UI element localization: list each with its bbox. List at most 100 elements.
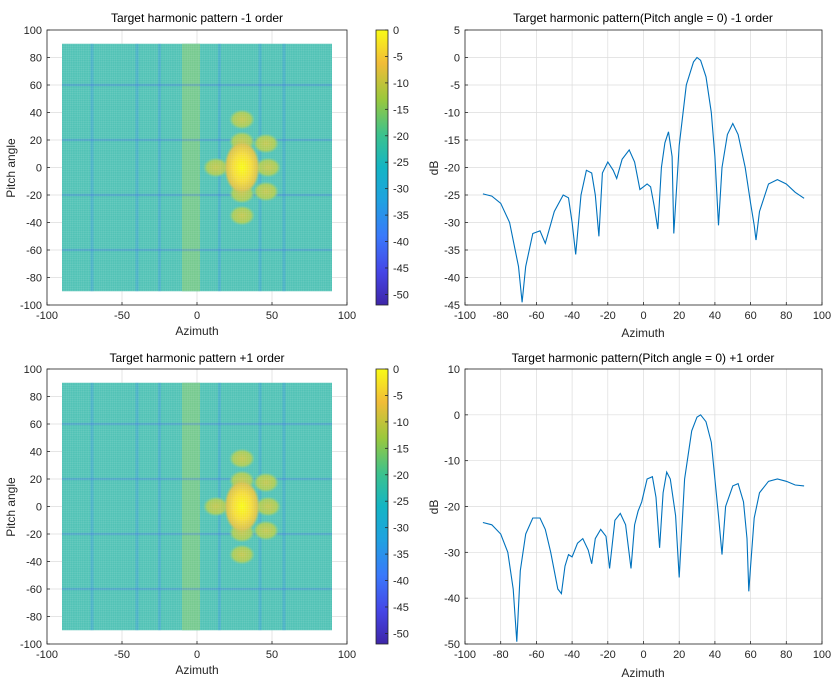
heatmap-plus1-ytick-label: 80 (30, 392, 42, 404)
line-plus1-xtick-label: 60 (744, 649, 756, 661)
line-plus1-grid (464, 368, 823, 645)
line-minus1-ytick-label: 5 (454, 25, 460, 37)
line-minus1-xtick-label: 80 (780, 310, 792, 322)
line-plus1-xlabel: Azimuth (621, 666, 664, 680)
heatmap-plus1-field (62, 382, 332, 631)
line-plus1-ytick-label: -40 (444, 593, 460, 605)
line-minus1-xtick-label: 0 (640, 310, 646, 322)
heatmap-minus1-colorbar: 0 -5 -10 -15 -20 -25 -30 -35 -40 -45 -50 (375, 25, 409, 306)
heatmap-plus1-xtick-label: -50 (114, 649, 130, 661)
heatmap-plus1-colorbar-label: -10 (393, 417, 409, 429)
heatmap-minus1-panel: Target harmonic pattern -1 order -100 -50… (4, 11, 409, 338)
heatmap-minus1-xtick-label: 0 (194, 310, 200, 322)
heatmap-plus1-title: Target harmonic pattern +1 order (109, 351, 284, 365)
line-plus1-xtick-label: 0 (640, 649, 646, 661)
heatmap-minus1-ytick-label: -60 (26, 245, 42, 257)
heatmap-plus1-ytick-label: -20 (26, 529, 42, 541)
heatmap-plus1-ytick-label: 20 (30, 474, 42, 486)
line-minus1-ytick-label: -20 (444, 163, 460, 175)
heatmap-plus1-colorbar-label: -30 (393, 523, 409, 535)
heatmap-minus1-ylabel: Pitch angle (4, 138, 18, 198)
heatmap-minus1-xtick-label: -50 (114, 310, 130, 322)
line-plus1-ytick-label: -50 (444, 639, 460, 651)
heatmap-minus1-yticks: 100 80 60 40 20 0 -20 -40 -60 -80 -100 (20, 25, 50, 312)
heatmap-plus1-xtick-label: 100 (338, 649, 356, 661)
heatmap-minus1-colorbar-label: -20 (393, 131, 409, 143)
heatmap-plus1-colorbar-label: 0 (393, 364, 399, 376)
line-plus1-xtick-label: 100 (813, 649, 831, 661)
heatmap-plus1-ytick-label: -100 (20, 639, 42, 651)
heatmap-minus1-ytick-label: -20 (26, 190, 42, 202)
heatmap-minus1-colorbar-label: -25 (393, 157, 409, 169)
heatmap-minus1-ytick-label: 60 (30, 80, 42, 92)
heatmap-plus1-ytick-label: 60 (30, 419, 42, 431)
heatmap-minus1-colorbar-label: -15 (393, 104, 409, 116)
heatmap-plus1-xtick-label: 50 (266, 649, 278, 661)
line-minus1-ytick-label: -35 (444, 245, 460, 257)
heatmap-minus1-title: Target harmonic pattern -1 order (111, 11, 283, 25)
heatmap-minus1-colorbar-label: -10 (393, 78, 409, 90)
line-plus1-xtick-label: 20 (673, 649, 685, 661)
line-minus1-xtick-label: -80 (493, 310, 509, 322)
heatmap-minus1-xtick-label: 50 (266, 310, 278, 322)
line-minus1-ylabel: dB (427, 161, 441, 176)
heatmap-minus1-ytick-label: 100 (24, 25, 42, 37)
line-plus1-xtick-label: -80 (493, 649, 509, 661)
heatmap-minus1-colorbar-ramp (375, 29, 389, 306)
heatmap-minus1-mesh (62, 43, 332, 292)
heatmap-minus1-xtick-label: -100 (36, 310, 58, 322)
heatmap-minus1-colorbar-label: -45 (393, 263, 409, 275)
line-plus1-ylabel: dB (427, 500, 441, 515)
line-plus1-xtick-label: -60 (528, 649, 544, 661)
line-minus1-title: Target harmonic pattern(Pitch angle = 0)… (513, 11, 773, 25)
line-minus1-ytick-label: -45 (444, 300, 460, 312)
heatmap-minus1-colorbar-label: -30 (393, 184, 409, 196)
line-minus1-xticks: -100 -80 -60 -40 -20 0 20 40 60 80 100 (454, 302, 831, 322)
heatmap-plus1-panel: Target harmonic pattern +1 order -100 -50… (4, 351, 409, 677)
line-plus1-xticks: -100 -80 -60 -40 -20 0 20 40 60 80 100 (454, 641, 831, 661)
line-plus1-xtick-label: 80 (780, 649, 792, 661)
heatmap-plus1-mesh (62, 382, 332, 631)
line-minus1-grid (464, 29, 823, 306)
heatmap-plus1-colorbar-label: -45 (393, 602, 409, 614)
heatmap-minus1-colorbar-label: 0 (393, 25, 399, 37)
heatmap-minus1-ytick-label: 40 (30, 108, 42, 120)
heatmap-plus1-ylabel: Pitch angle (4, 477, 18, 537)
heatmap-plus1-colorbar-ramp (375, 368, 389, 645)
heatmap-plus1-colorbar: 0 -5 -10 -15 -20 -25 -30 -35 -40 -45 -50 (375, 364, 409, 645)
line-minus1-xtick-label: -100 (454, 310, 476, 322)
line-minus1-xtick-label: 20 (673, 310, 685, 322)
heatmap-minus1-colorbar-label: -35 (393, 210, 409, 222)
heatmap-plus1-colorbar-label: -20 (393, 470, 409, 482)
line-minus1-xtick-label: -20 (600, 310, 616, 322)
line-plus1-panel: Target harmonic pattern(Pitch angle = 0)… (427, 351, 831, 680)
line-plus1-ytick-label: -20 (444, 502, 460, 514)
line-plus1-series (482, 414, 805, 642)
heatmap-plus1-ytick-label: 100 (24, 364, 42, 376)
heatmap-minus1-xtick-label: 100 (338, 310, 356, 322)
line-plus1-xtick-label: -20 (600, 649, 616, 661)
heatmap-minus1-colorbar-label: -5 (393, 51, 403, 63)
heatmap-minus1-colorbar-label: -40 (393, 237, 409, 249)
line-plus1-title: Target harmonic pattern(Pitch angle = 0)… (512, 351, 775, 365)
heatmap-plus1-colorbar-label: -50 (393, 628, 409, 640)
heatmap-minus1-xlabel: Azimuth (175, 324, 218, 338)
heatmap-plus1-xtick-label: -100 (36, 649, 58, 661)
heatmap-minus1-ytick-label: -40 (26, 218, 42, 230)
heatmap-plus1-xtick-label: 0 (194, 649, 200, 661)
heatmap-plus1-colorbar-label: -40 (393, 576, 409, 588)
heatmap-minus1-ytick-label: 20 (30, 135, 42, 147)
line-plus1-ytick-label: -30 (444, 547, 460, 559)
heatmap-plus1-ytick-label: -40 (26, 557, 42, 569)
heatmap-plus1-ytick-label: -60 (26, 584, 42, 596)
line-minus1-xtick-label: 60 (744, 310, 756, 322)
heatmap-minus1-ytick-label: -100 (20, 300, 42, 312)
heatmap-plus1-xlabel: Azimuth (175, 663, 218, 677)
line-plus1-xtick-label: -100 (454, 649, 476, 661)
line-plus1-xtick-label: 40 (709, 649, 721, 661)
heatmap-minus1-ytick-label: 0 (36, 163, 42, 175)
heatmap-plus1-ytick-label: -80 (26, 612, 42, 624)
line-minus1-ytick-label: -25 (444, 190, 460, 202)
line-minus1-ytick-label: -40 (444, 273, 460, 285)
heatmap-minus1-field (62, 43, 332, 292)
